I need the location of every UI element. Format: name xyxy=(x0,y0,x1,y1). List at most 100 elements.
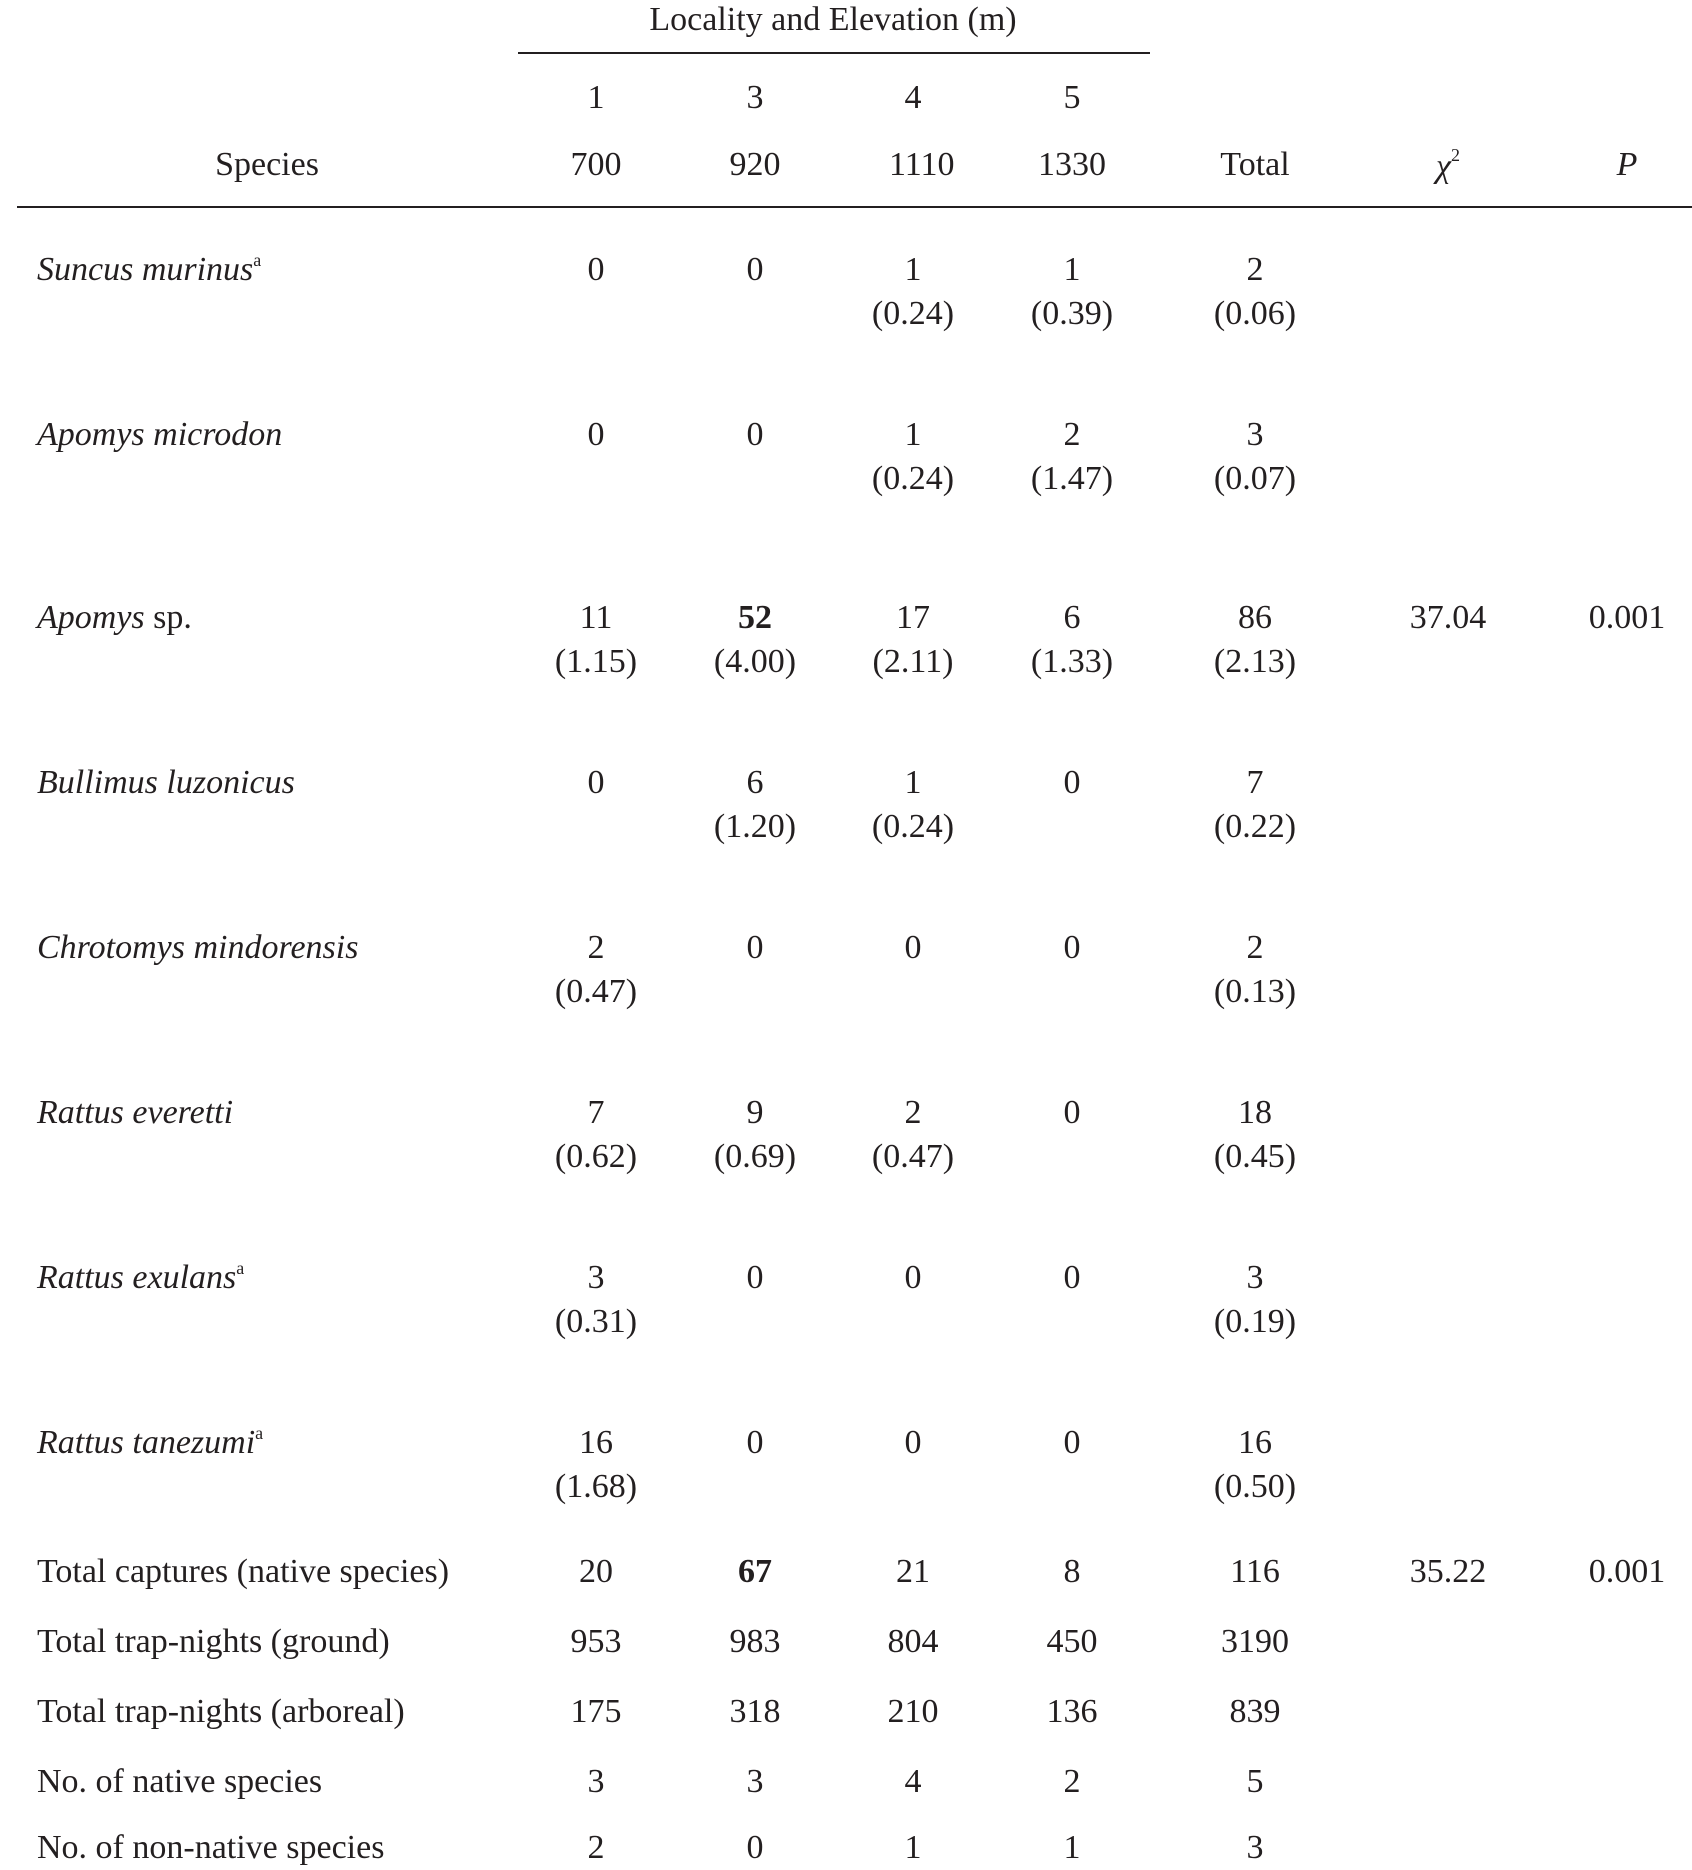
capture-rate: (0.24) xyxy=(871,808,955,845)
capture-rate: (0.22) xyxy=(1213,808,1297,845)
header-rule xyxy=(17,206,1692,208)
locality-5: 5 xyxy=(1063,79,1081,116)
capture-count: 0 xyxy=(746,1424,764,1461)
summary-value: 5 xyxy=(1246,1763,1264,1800)
species-name-suffix: sp. xyxy=(144,599,192,636)
capture-rate: (0.31) xyxy=(554,1303,638,1340)
species-name: Rattus everetti xyxy=(37,1091,233,1135)
capture-count: 16 xyxy=(579,1424,613,1461)
chi-square-value: 37.04 xyxy=(1409,599,1487,636)
capture-count: 0 xyxy=(746,1259,764,1296)
capture-count: 0 xyxy=(904,929,922,966)
capture-count: 18 xyxy=(1238,1094,1272,1131)
capture-count: 0 xyxy=(1063,1094,1081,1131)
capture-count: 0 xyxy=(587,251,605,288)
summary-value: 1 xyxy=(904,1829,922,1866)
summary-value: 4 xyxy=(904,1763,922,1800)
capture-rate: (0.50) xyxy=(1213,1468,1297,1505)
locality-3: 3 xyxy=(746,79,764,116)
species-name-italic: Apomys xyxy=(37,599,145,636)
capture-rate: (4.00) xyxy=(713,643,797,680)
capture-count: 9 xyxy=(746,1094,764,1131)
capture-rate: (0.24) xyxy=(871,295,955,332)
capture-rate: (0.19) xyxy=(1213,1303,1297,1340)
species-name-italic: Rattus exulans xyxy=(37,1259,237,1296)
capture-count: 6 xyxy=(746,764,764,801)
summary-value: 839 xyxy=(1229,1693,1281,1730)
footnote-marker: a xyxy=(253,250,262,270)
summary-value: 175 xyxy=(570,1693,622,1730)
summary-value: 20 xyxy=(579,1553,613,1590)
capture-count: 3 xyxy=(1246,1259,1264,1296)
capture-rate: (0.45) xyxy=(1213,1138,1297,1175)
capture-count: 52 xyxy=(738,599,772,636)
footnote-marker: a xyxy=(236,1258,245,1278)
capture-count: 0 xyxy=(746,929,764,966)
summary-value: 8 xyxy=(1063,1553,1081,1590)
capture-count: 0 xyxy=(746,251,764,288)
capture-rate: (1.47) xyxy=(1030,460,1114,497)
capture-count: 11 xyxy=(579,599,613,636)
locality-elevation-spanner: Locality and Elevation (m) xyxy=(649,1,1017,38)
capture-rate: (2.11) xyxy=(872,643,954,680)
capture-count: 7 xyxy=(587,1094,605,1131)
species-name-italic: Apomys microdon xyxy=(37,416,283,453)
summary-label: Total captures (native species) xyxy=(37,1553,450,1590)
capture-rate: (0.39) xyxy=(1030,295,1114,332)
species-name: Rattus tanezumia xyxy=(37,1421,263,1465)
capture-count: 17 xyxy=(896,599,930,636)
species-name-italic: Bullimus luzonicus xyxy=(37,764,295,801)
species-name-italic: Rattus tanezumi xyxy=(37,1424,256,1461)
capture-count: 0 xyxy=(587,416,605,453)
capture-count: 86 xyxy=(1238,599,1272,636)
summary-value: 116 xyxy=(1230,1553,1280,1590)
species-name-italic: Chrotomys mindorensis xyxy=(37,929,359,966)
elevation-700: 700 xyxy=(570,146,622,183)
chi-square-value: 35.22 xyxy=(1409,1553,1487,1590)
capture-rate: (0.47) xyxy=(871,1138,955,1175)
capture-count: 3 xyxy=(587,1259,605,1296)
footnote-marker: a xyxy=(255,1423,264,1443)
locality-4: 4 xyxy=(904,79,922,116)
capture-count: 0 xyxy=(746,416,764,453)
summary-value: 3 xyxy=(1246,1829,1264,1866)
species-name: Suncus murinusa xyxy=(37,248,261,292)
elevation-1330: 1330 xyxy=(1038,146,1106,183)
capture-count: 0 xyxy=(1063,1259,1081,1296)
capture-rate: (0.13) xyxy=(1213,973,1297,1010)
chi-square-header: χ2 xyxy=(1436,145,1460,185)
capture-rate: (1.15) xyxy=(554,643,638,680)
capture-rate: (2.13) xyxy=(1213,643,1297,680)
p-value-header: P xyxy=(1616,146,1638,183)
species-name: Apomys sp. xyxy=(37,596,192,640)
species-header: Species xyxy=(215,146,319,183)
summary-value: 2 xyxy=(587,1829,605,1866)
spanner-rule xyxy=(518,52,1150,54)
summary-label: Total trap-nights (ground) xyxy=(37,1623,390,1660)
capture-count: 2 xyxy=(904,1094,922,1131)
capture-count: 7 xyxy=(1246,764,1264,801)
capture-count: 0 xyxy=(1063,1424,1081,1461)
summary-value: 21 xyxy=(896,1553,930,1590)
summary-value: 3 xyxy=(587,1763,605,1800)
capture-count: 0 xyxy=(1063,764,1081,801)
elevation-920: 920 xyxy=(729,146,781,183)
species-name: Rattus exulansa xyxy=(37,1256,244,1300)
capture-rate: (1.68) xyxy=(554,1468,638,1505)
capture-rate: (1.20) xyxy=(713,808,797,845)
capture-count: 2 xyxy=(1246,929,1264,966)
summary-value: 450 xyxy=(1046,1623,1098,1660)
species-name-italic: Suncus murinus xyxy=(37,251,254,288)
summary-value: 67 xyxy=(738,1553,772,1590)
capture-count: 0 xyxy=(904,1424,922,1461)
capture-rate: (1.33) xyxy=(1030,643,1114,680)
capture-count: 2 xyxy=(1246,251,1264,288)
species-name: Bullimus luzonicus xyxy=(37,761,295,805)
capture-count: 1 xyxy=(904,764,922,801)
capture-rate: (0.06) xyxy=(1213,295,1297,332)
capture-count: 2 xyxy=(1063,416,1081,453)
summary-value: 318 xyxy=(729,1693,781,1730)
summary-value: 983 xyxy=(729,1623,781,1660)
capture-count: 1 xyxy=(904,251,922,288)
capture-count: 16 xyxy=(1238,1424,1272,1461)
